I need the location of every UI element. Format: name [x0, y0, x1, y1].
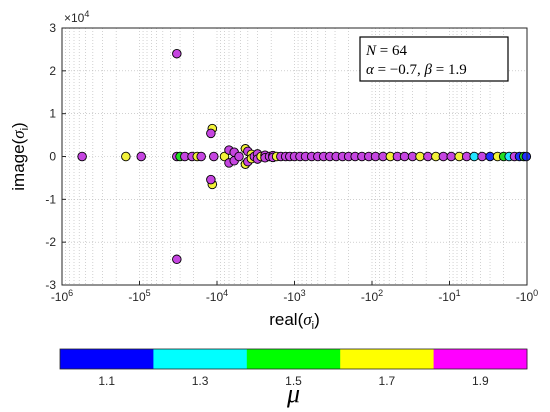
points-layer: [77, 48, 532, 265]
x-tick-label: -105: [128, 288, 150, 304]
x-tick-label: -103: [283, 288, 305, 304]
data-point: [469, 151, 479, 162]
annotation-line-1: N = 64: [365, 43, 407, 59]
colorbar-tick-label: 1.1: [98, 374, 115, 388]
y-tick-label: 2: [49, 64, 56, 78]
data-point: [206, 128, 216, 139]
x-tick-label: -102: [361, 288, 383, 304]
data-point: [234, 151, 244, 162]
data-point: [209, 151, 219, 162]
colorbar-segment: [340, 349, 435, 369]
annotation-box: N = 64 α = −0.7, β = 1.9: [359, 36, 509, 82]
y-tick-label: -1: [45, 192, 56, 206]
data-point: [196, 151, 206, 162]
data-point: [121, 151, 131, 162]
y-tick-label: 0: [49, 150, 56, 164]
colorbar: 1.1 1.3 1.5 1.7 1.9: [59, 348, 528, 388]
y-exponent-label: ×104: [64, 9, 89, 25]
y-tick-label: 1: [49, 107, 56, 121]
data-point: [172, 48, 182, 59]
data-point: [172, 254, 182, 265]
data-point: [423, 151, 433, 162]
data-point: [206, 174, 216, 185]
y-tick-label: -3: [45, 278, 56, 292]
colorbar-segment: [246, 349, 341, 369]
annotation-line-2: α = −0.7, β = 1.9: [366, 62, 467, 78]
y-axis-label: image(σi): [9, 122, 31, 190]
colorbar-frame: [59, 348, 528, 370]
data-point: [136, 151, 146, 162]
colorbar-label: μ: [286, 379, 300, 408]
data-point: [477, 151, 487, 162]
data-point: [219, 151, 230, 162]
x-tick-label: -100: [516, 288, 538, 304]
y-tick-label: -2: [45, 235, 56, 249]
y-tick-label: 3: [49, 21, 56, 35]
data-point: [446, 151, 456, 162]
data-point: [77, 151, 87, 162]
colorbar-segment: [153, 349, 248, 369]
x-tick-label: -104: [206, 288, 228, 304]
data-point: [438, 151, 449, 162]
colorbar-segment: [60, 349, 154, 369]
colorbar-tick-label: 1.9: [472, 374, 489, 388]
colorbar-tick-label: 1.7: [379, 374, 396, 388]
colorbar-tick-label: 1.3: [192, 374, 209, 388]
data-point: [399, 151, 410, 162]
x-axis-label: real(σi): [269, 310, 320, 332]
x-tick-label: -106: [51, 288, 73, 304]
data-point: [521, 151, 532, 162]
data-point: [415, 151, 425, 162]
x-tick-label: -101: [438, 288, 460, 304]
colorbar-segment: [433, 349, 528, 369]
colorbar-tick-label: 1.5: [285, 374, 302, 388]
